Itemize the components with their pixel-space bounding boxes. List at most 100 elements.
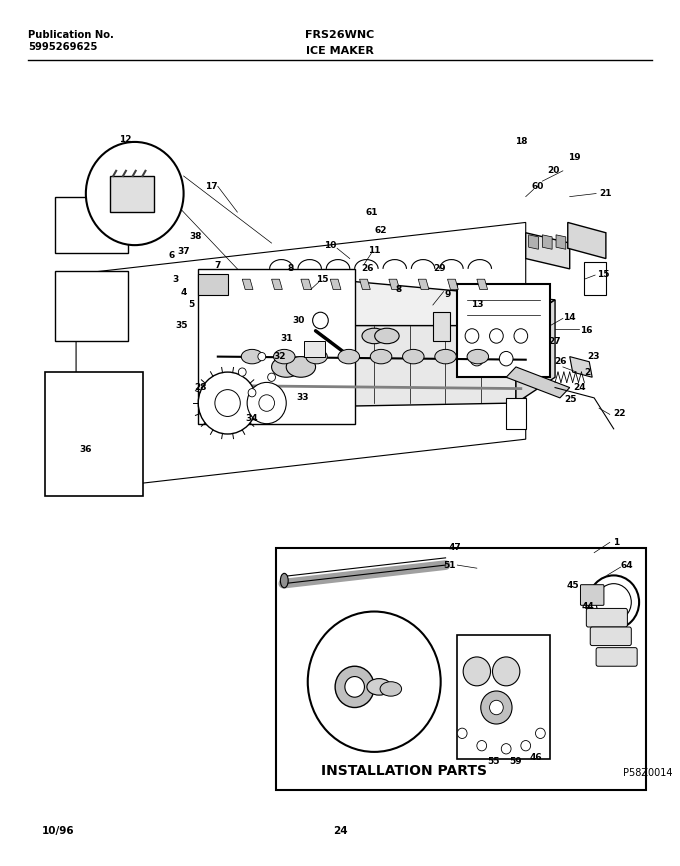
Text: 34: 34 bbox=[245, 414, 258, 423]
Text: 16: 16 bbox=[580, 326, 592, 335]
Text: 13: 13 bbox=[471, 301, 483, 309]
FancyBboxPatch shape bbox=[45, 372, 143, 496]
Ellipse shape bbox=[286, 357, 316, 378]
Text: 32: 32 bbox=[273, 352, 286, 361]
FancyBboxPatch shape bbox=[54, 197, 128, 254]
Text: 14: 14 bbox=[564, 313, 576, 322]
Polygon shape bbox=[418, 279, 429, 289]
Ellipse shape bbox=[271, 357, 301, 378]
Text: 47: 47 bbox=[449, 543, 462, 552]
Text: 31: 31 bbox=[280, 333, 292, 343]
Ellipse shape bbox=[362, 328, 386, 344]
FancyBboxPatch shape bbox=[596, 648, 637, 666]
Ellipse shape bbox=[380, 682, 402, 696]
FancyBboxPatch shape bbox=[433, 313, 450, 341]
Circle shape bbox=[463, 657, 490, 686]
Circle shape bbox=[258, 352, 266, 361]
Text: 19: 19 bbox=[568, 153, 581, 162]
Circle shape bbox=[490, 701, 503, 714]
Polygon shape bbox=[516, 300, 555, 403]
Ellipse shape bbox=[403, 349, 424, 364]
Polygon shape bbox=[526, 233, 570, 268]
FancyBboxPatch shape bbox=[586, 609, 628, 627]
Text: 51: 51 bbox=[443, 560, 456, 570]
Circle shape bbox=[345, 676, 364, 697]
Text: 44: 44 bbox=[582, 602, 594, 611]
Ellipse shape bbox=[241, 349, 262, 364]
Text: 29: 29 bbox=[433, 264, 446, 274]
FancyBboxPatch shape bbox=[457, 636, 550, 759]
Text: 6: 6 bbox=[169, 251, 175, 260]
Text: 15: 15 bbox=[596, 269, 609, 279]
Text: 59: 59 bbox=[509, 757, 522, 766]
Text: INSTALLATION PARTS: INSTALLATION PARTS bbox=[320, 764, 486, 778]
Text: 15: 15 bbox=[316, 275, 328, 284]
Text: 45: 45 bbox=[566, 581, 579, 591]
Circle shape bbox=[499, 352, 513, 366]
Polygon shape bbox=[242, 279, 253, 289]
Circle shape bbox=[199, 372, 257, 434]
Polygon shape bbox=[271, 279, 282, 289]
Text: 21: 21 bbox=[600, 189, 612, 198]
Text: 17: 17 bbox=[205, 182, 218, 191]
Circle shape bbox=[86, 142, 184, 245]
Ellipse shape bbox=[375, 328, 399, 344]
Circle shape bbox=[259, 395, 275, 411]
Text: 11: 11 bbox=[368, 246, 381, 255]
Text: 20: 20 bbox=[547, 166, 559, 175]
Circle shape bbox=[477, 740, 487, 751]
Ellipse shape bbox=[306, 349, 327, 364]
Ellipse shape bbox=[273, 349, 295, 364]
Text: 35: 35 bbox=[175, 321, 188, 330]
Text: 46: 46 bbox=[529, 753, 542, 761]
Text: Publication No.: Publication No. bbox=[28, 30, 114, 40]
Text: 10: 10 bbox=[324, 241, 337, 249]
Polygon shape bbox=[233, 326, 516, 408]
Text: 12: 12 bbox=[119, 135, 131, 145]
Text: 4: 4 bbox=[180, 288, 187, 297]
Circle shape bbox=[501, 744, 511, 754]
Text: 5: 5 bbox=[188, 301, 194, 309]
Text: 64: 64 bbox=[620, 560, 632, 570]
Circle shape bbox=[248, 389, 256, 397]
Text: 26: 26 bbox=[555, 358, 567, 366]
Circle shape bbox=[457, 728, 467, 739]
Text: 61: 61 bbox=[365, 208, 377, 216]
Text: 9: 9 bbox=[444, 290, 451, 299]
Circle shape bbox=[490, 329, 503, 343]
Circle shape bbox=[313, 313, 328, 329]
Polygon shape bbox=[543, 235, 552, 249]
Text: 36: 36 bbox=[80, 445, 92, 454]
Text: 8: 8 bbox=[288, 264, 294, 274]
Circle shape bbox=[470, 352, 483, 366]
Text: 22: 22 bbox=[613, 409, 626, 418]
Text: 24: 24 bbox=[573, 383, 585, 392]
Polygon shape bbox=[570, 357, 592, 378]
Ellipse shape bbox=[467, 349, 488, 364]
Circle shape bbox=[247, 383, 286, 423]
Ellipse shape bbox=[367, 679, 391, 695]
Text: 7: 7 bbox=[215, 262, 221, 270]
Polygon shape bbox=[360, 279, 371, 289]
Circle shape bbox=[536, 728, 545, 739]
Circle shape bbox=[215, 390, 240, 417]
FancyBboxPatch shape bbox=[584, 262, 606, 294]
Circle shape bbox=[481, 691, 512, 724]
FancyBboxPatch shape bbox=[199, 274, 228, 294]
FancyBboxPatch shape bbox=[304, 341, 325, 357]
Text: 30: 30 bbox=[293, 316, 305, 325]
Circle shape bbox=[308, 611, 441, 752]
Polygon shape bbox=[330, 279, 341, 289]
Ellipse shape bbox=[280, 573, 288, 588]
Circle shape bbox=[465, 329, 479, 343]
Text: 24: 24 bbox=[333, 826, 347, 836]
Text: 60: 60 bbox=[531, 182, 543, 191]
Text: 33: 33 bbox=[296, 393, 309, 403]
Text: 18: 18 bbox=[515, 138, 527, 146]
Ellipse shape bbox=[371, 349, 392, 364]
Text: P58Z0014: P58Z0014 bbox=[624, 767, 673, 778]
FancyBboxPatch shape bbox=[110, 176, 154, 212]
Text: 55: 55 bbox=[487, 757, 500, 766]
Ellipse shape bbox=[435, 349, 456, 364]
Text: 38: 38 bbox=[189, 232, 201, 242]
